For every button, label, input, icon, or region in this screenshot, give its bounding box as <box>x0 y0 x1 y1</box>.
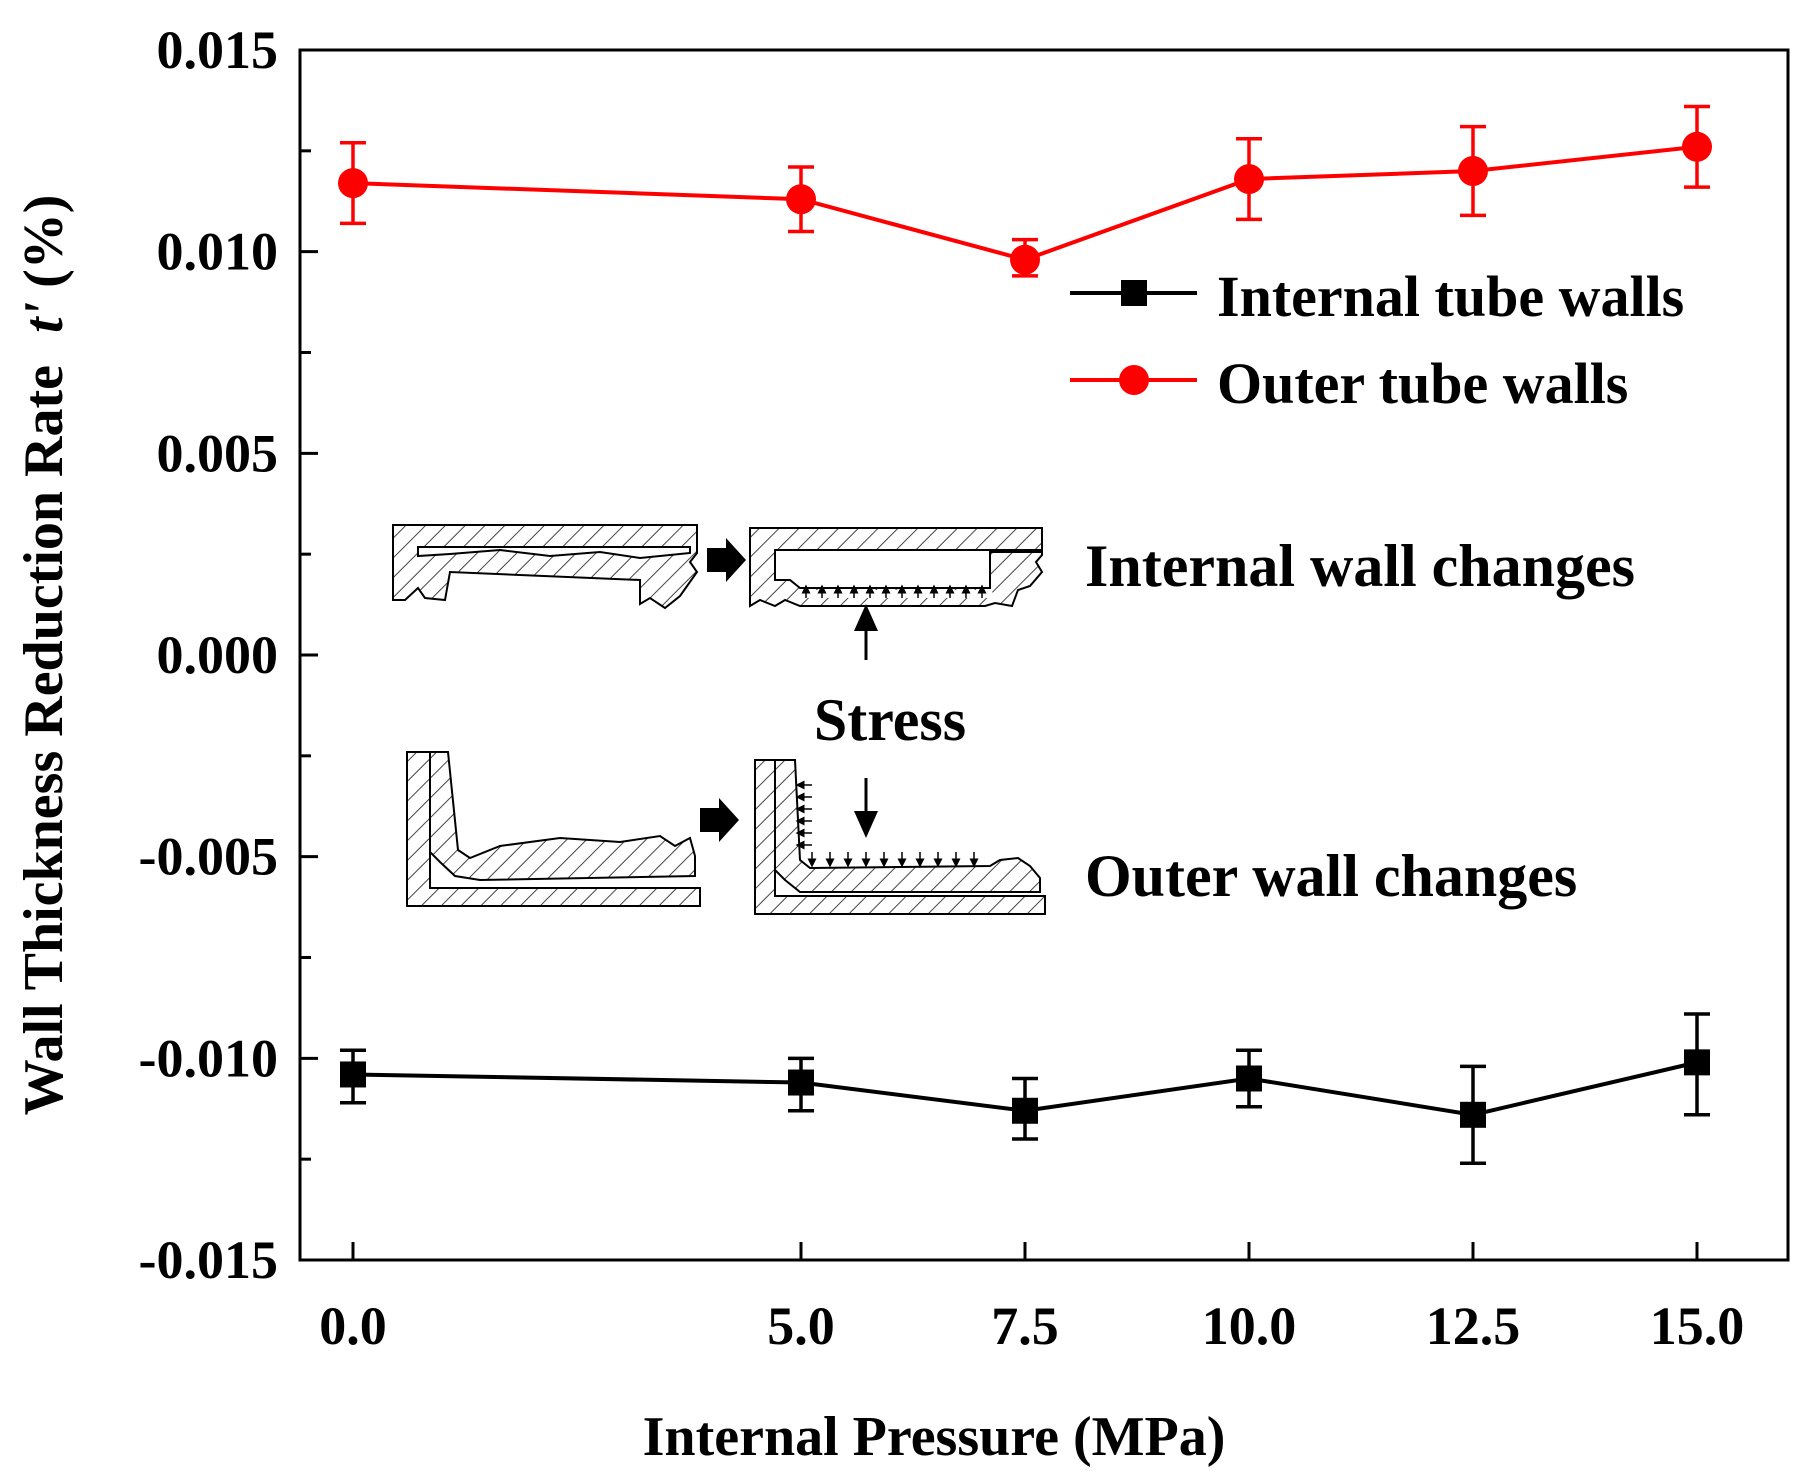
data-point <box>1682 131 1712 162</box>
legend-label-internal: Internal tube walls <box>1217 264 1684 329</box>
data-point <box>1458 156 1488 186</box>
legend-label-outer: Outer tube walls <box>1217 351 1628 416</box>
data-point <box>1460 1101 1486 1128</box>
data-point <box>788 1069 814 1096</box>
y-tick-label: 0.015 <box>157 20 279 80</box>
internal-wall-transition-arrow <box>707 538 746 582</box>
outer-stress-arrows <box>795 780 979 868</box>
x-tick-label: 12.5 <box>1426 1296 1521 1356</box>
internal-wall-before-cavity <box>417 546 691 560</box>
data-point <box>1234 164 1264 195</box>
internal-wall-illustration <box>392 524 1044 610</box>
series-layer <box>338 104 1712 1165</box>
x-tick-label: 5.0 <box>767 1296 835 1356</box>
y-tick-label: 0.000 <box>157 625 279 685</box>
svg-text:Wall Thickness Reduction Rate: Wall Thickness Reduction Rate t' (%) <box>13 195 75 1116</box>
y-tick-label: 0.005 <box>157 423 279 483</box>
outer-wall-transition-arrow <box>700 798 739 842</box>
legend-marker-outer <box>1119 365 1149 395</box>
y-axis: 0.015 0.010 0.005 0.000 -0.005 -0.010 -0.015 <box>139 20 318 1290</box>
y-axis-title-main: Wall Thickness Reduction Rate <box>13 365 75 1115</box>
internal-wall-before-outer-shape <box>392 524 699 610</box>
annotation-outer-wall-changes: Outer wall changes <box>1085 843 1577 909</box>
series-internal <box>340 1012 1710 1165</box>
outer-wall-illustration <box>406 751 1046 915</box>
data-point <box>1236 1065 1262 1092</box>
data-point <box>1010 244 1040 275</box>
y-tick-label: -0.010 <box>139 1028 278 1088</box>
series-line <box>352 144 1698 262</box>
y-tick-label: -0.005 <box>139 827 278 887</box>
x-tick-label: 7.5 <box>991 1296 1059 1356</box>
y-axis-title-symbol: t' <box>13 302 75 333</box>
y-tick-label: 0.010 <box>157 222 279 282</box>
legend: Internal tube walls Outer tube walls <box>1070 264 1684 416</box>
series-outer <box>338 104 1712 278</box>
annotation-stress: Stress <box>814 687 966 753</box>
x-tick-label: 0.0 <box>319 1296 387 1356</box>
data-point <box>338 168 368 199</box>
internal-wall-after-cavity <box>774 549 1043 589</box>
data-point <box>786 184 816 215</box>
outer-wall-after-wall <box>774 759 1041 893</box>
series-line <box>352 1060 1698 1117</box>
y-axis-title-unit: (%) <box>13 195 75 288</box>
legend-marker-internal <box>1121 280 1147 306</box>
data-point <box>1684 1049 1710 1076</box>
x-tick-label: 15.0 <box>1650 1296 1745 1356</box>
data-point <box>1012 1097 1038 1124</box>
outer-wall-before-wall <box>429 751 696 882</box>
y-tick-label: -0.015 <box>139 1230 278 1290</box>
y-axis-title: Wall Thickness Reduction Rate t' (%) <box>13 195 75 1116</box>
data-point <box>340 1061 366 1088</box>
x-axis-title: Internal Pressure (MPa) <box>643 1406 1226 1468</box>
internal-stress-arrows <box>801 584 987 598</box>
x-tick-label: 10.0 <box>1202 1296 1297 1356</box>
annotation-internal-wall-changes: Internal wall changes <box>1085 533 1635 599</box>
x-axis: 0.0 5.0 7.5 10.0 12.5 15.0 <box>319 1242 1744 1356</box>
internal-wall-after-pressure-region <box>800 590 998 598</box>
